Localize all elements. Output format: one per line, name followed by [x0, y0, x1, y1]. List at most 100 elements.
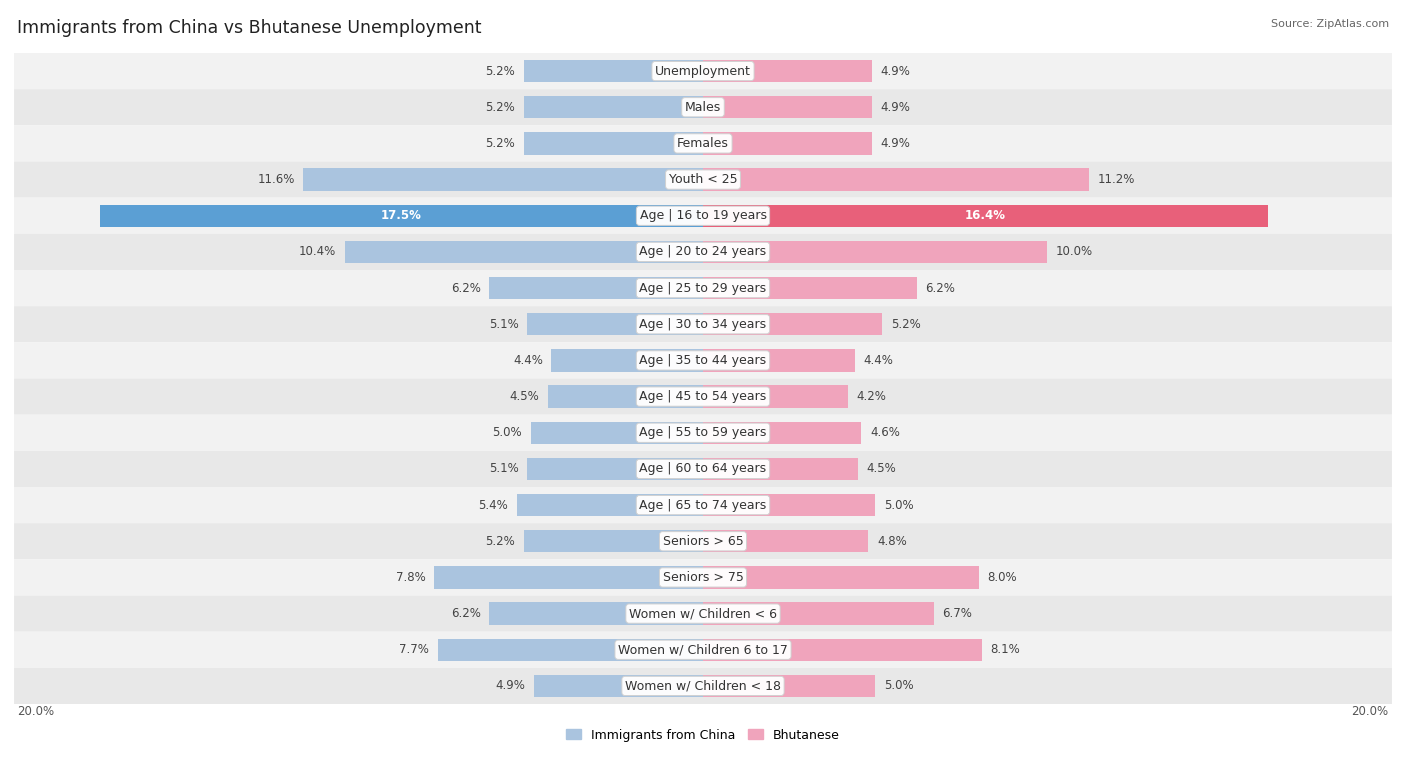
Bar	[344, 241, 703, 263]
FancyBboxPatch shape	[14, 161, 1392, 198]
Text: Age | 45 to 54 years: Age | 45 to 54 years	[640, 390, 766, 403]
FancyBboxPatch shape	[14, 668, 1392, 704]
Text: Immigrants from China vs Bhutanese Unemployment: Immigrants from China vs Bhutanese Unemp…	[17, 19, 481, 37]
Text: 4.4%: 4.4%	[513, 354, 543, 367]
Bar	[703, 132, 872, 154]
Bar	[703, 96, 872, 118]
Text: Women w/ Children < 6: Women w/ Children < 6	[628, 607, 778, 620]
Text: 4.9%: 4.9%	[880, 64, 910, 77]
Text: 6.2%: 6.2%	[925, 282, 955, 294]
Text: 5.2%: 5.2%	[485, 64, 515, 77]
Bar	[527, 458, 703, 480]
Bar	[703, 422, 862, 444]
Text: 4.9%: 4.9%	[880, 137, 910, 150]
Bar	[489, 277, 703, 299]
Text: Seniors > 65: Seniors > 65	[662, 534, 744, 548]
FancyBboxPatch shape	[14, 378, 1392, 415]
Text: 5.2%: 5.2%	[485, 137, 515, 150]
Bar	[703, 639, 981, 661]
Text: 4.8%: 4.8%	[877, 534, 907, 548]
Bar	[551, 349, 703, 372]
FancyBboxPatch shape	[14, 631, 1392, 668]
Text: Age | 30 to 34 years: Age | 30 to 34 years	[640, 318, 766, 331]
Bar	[517, 494, 703, 516]
Text: 16.4%: 16.4%	[965, 209, 1005, 223]
FancyBboxPatch shape	[14, 270, 1392, 306]
Text: Females: Females	[678, 137, 728, 150]
Text: 5.0%: 5.0%	[492, 426, 522, 439]
Text: Age | 65 to 74 years: Age | 65 to 74 years	[640, 499, 766, 512]
Text: 5.1%: 5.1%	[489, 318, 519, 331]
FancyBboxPatch shape	[14, 451, 1392, 487]
Bar	[304, 168, 703, 191]
Text: 10.0%: 10.0%	[1056, 245, 1094, 258]
Text: 5.0%: 5.0%	[884, 680, 914, 693]
FancyBboxPatch shape	[14, 89, 1392, 126]
Bar	[524, 96, 703, 118]
Text: Unemployment: Unemployment	[655, 64, 751, 77]
Text: 8.0%: 8.0%	[987, 571, 1017, 584]
Text: Males: Males	[685, 101, 721, 114]
Bar	[703, 385, 848, 408]
FancyBboxPatch shape	[14, 234, 1392, 270]
Text: 4.4%: 4.4%	[863, 354, 893, 367]
Bar	[534, 674, 703, 697]
Text: 7.8%: 7.8%	[396, 571, 426, 584]
Text: 6.2%: 6.2%	[451, 282, 481, 294]
FancyBboxPatch shape	[14, 306, 1392, 342]
Bar	[703, 204, 1268, 227]
Text: 6.7%: 6.7%	[942, 607, 973, 620]
FancyBboxPatch shape	[14, 53, 1392, 89]
Text: Source: ZipAtlas.com: Source: ZipAtlas.com	[1271, 19, 1389, 29]
Bar	[548, 385, 703, 408]
Text: Seniors > 75: Seniors > 75	[662, 571, 744, 584]
Bar	[524, 530, 703, 553]
Bar	[703, 566, 979, 589]
Text: 4.6%: 4.6%	[870, 426, 900, 439]
Text: Women w/ Children 6 to 17: Women w/ Children 6 to 17	[619, 643, 787, 656]
Bar	[703, 674, 875, 697]
Text: 4.5%: 4.5%	[866, 463, 897, 475]
Text: 5.0%: 5.0%	[884, 499, 914, 512]
Bar	[703, 277, 917, 299]
Bar	[524, 132, 703, 154]
Bar	[703, 313, 882, 335]
Text: Women w/ Children < 18: Women w/ Children < 18	[626, 680, 780, 693]
Text: 5.4%: 5.4%	[478, 499, 509, 512]
Text: 20.0%: 20.0%	[1351, 706, 1389, 718]
Text: 4.5%: 4.5%	[509, 390, 540, 403]
Bar	[703, 458, 858, 480]
Text: 4.9%: 4.9%	[880, 101, 910, 114]
Bar	[524, 60, 703, 83]
Text: 20.0%: 20.0%	[17, 706, 55, 718]
Legend: Immigrants from China, Bhutanese: Immigrants from China, Bhutanese	[561, 724, 845, 746]
Bar	[703, 60, 872, 83]
Bar	[703, 530, 869, 553]
Bar	[703, 241, 1047, 263]
Text: 5.2%: 5.2%	[485, 534, 515, 548]
Text: 10.4%: 10.4%	[299, 245, 336, 258]
FancyBboxPatch shape	[14, 415, 1392, 451]
FancyBboxPatch shape	[14, 198, 1392, 234]
FancyBboxPatch shape	[14, 342, 1392, 378]
Text: Age | 16 to 19 years: Age | 16 to 19 years	[640, 209, 766, 223]
Text: 7.7%: 7.7%	[399, 643, 429, 656]
Text: 5.2%: 5.2%	[891, 318, 921, 331]
Text: 5.2%: 5.2%	[485, 101, 515, 114]
Bar	[489, 603, 703, 625]
Text: Youth < 25: Youth < 25	[669, 173, 737, 186]
Text: 4.9%: 4.9%	[496, 680, 526, 693]
Bar	[527, 313, 703, 335]
Bar	[531, 422, 703, 444]
Text: 4.2%: 4.2%	[856, 390, 886, 403]
Bar	[703, 603, 934, 625]
Text: Age | 25 to 29 years: Age | 25 to 29 years	[640, 282, 766, 294]
Text: Age | 60 to 64 years: Age | 60 to 64 years	[640, 463, 766, 475]
Text: 11.2%: 11.2%	[1098, 173, 1135, 186]
Bar	[703, 168, 1088, 191]
FancyBboxPatch shape	[14, 596, 1392, 631]
Bar	[703, 349, 855, 372]
Text: Age | 20 to 24 years: Age | 20 to 24 years	[640, 245, 766, 258]
FancyBboxPatch shape	[14, 523, 1392, 559]
Text: Age | 55 to 59 years: Age | 55 to 59 years	[640, 426, 766, 439]
